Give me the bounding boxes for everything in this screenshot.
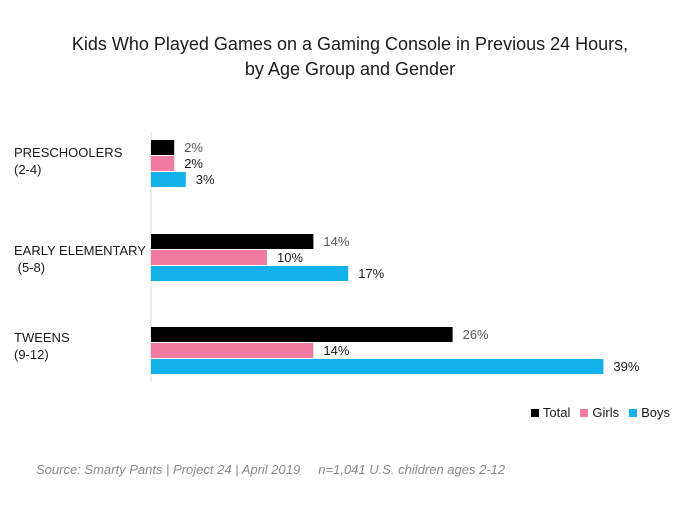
data-label-boys: 17% xyxy=(358,266,384,281)
legend-label-girls: Girls xyxy=(592,405,620,420)
bar-boys xyxy=(151,266,349,281)
bar-boys xyxy=(151,359,604,374)
legend-swatch-boys xyxy=(629,408,638,417)
bar-girls xyxy=(151,250,267,265)
data-label-total: 26% xyxy=(463,327,489,342)
category-label-early-elementary: EARLY ELEMENTARY (5-8) xyxy=(14,242,146,276)
source-note: Source: Smarty Pants | Project 24 | Apri… xyxy=(36,462,506,477)
category-label-line: PRESCHOOLERS xyxy=(14,145,123,160)
bar-girls xyxy=(151,156,175,171)
chart-title: Kids Who Played Games on a Gaming Consol… xyxy=(40,32,660,82)
legend-item-boys: Boys xyxy=(629,405,670,420)
legend-label-total: Total xyxy=(542,405,571,420)
bar-boys xyxy=(151,172,186,187)
data-label-boys: 3% xyxy=(196,172,215,187)
bar-girls xyxy=(151,343,314,358)
category-label-line: (9-12) xyxy=(14,347,49,362)
data-label-girls: 10% xyxy=(277,250,303,265)
category-label-line: (5-8) xyxy=(14,260,46,275)
legend-label-boys: Boys xyxy=(641,405,670,420)
chart-title-line-1: Kids Who Played Games on a Gaming Consol… xyxy=(71,34,629,54)
data-label-total: 14% xyxy=(323,234,349,249)
chart-legend: Total Girls Boys xyxy=(530,405,670,420)
chart-title-line-2: by Age Group and Gender xyxy=(244,59,456,79)
category-label-line: TWEENS xyxy=(14,330,70,345)
bar-total xyxy=(151,327,453,342)
legend-item-total: Total xyxy=(530,405,571,420)
data-label-girls: 2% xyxy=(184,156,203,171)
legend-item-girls: Girls xyxy=(580,405,619,420)
category-label-line: EARLY ELEMENTARY xyxy=(14,243,146,258)
bar-total xyxy=(151,234,314,249)
category-label-tweens: TWEENS (9-12) xyxy=(14,329,70,363)
legend-swatch-girls xyxy=(580,408,589,417)
data-label-girls: 14% xyxy=(323,343,349,358)
category-label-line: (2-4) xyxy=(14,162,42,177)
data-label-boys: 39% xyxy=(613,359,639,374)
data-label-total: 2% xyxy=(184,140,203,155)
bar-total xyxy=(151,140,175,155)
category-label-preschoolers: PRESCHOOLERS (2-4) xyxy=(14,144,122,178)
legend-swatch-total xyxy=(530,408,539,417)
